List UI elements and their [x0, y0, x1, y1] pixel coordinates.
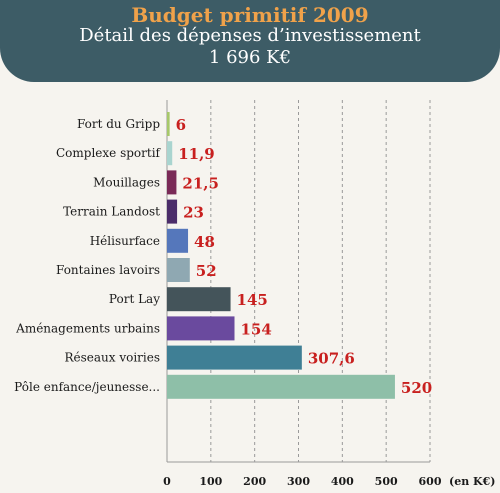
bars	[167, 112, 395, 399]
value-label: 48	[194, 233, 215, 251]
category-label: Hélisurface	[90, 234, 160, 248]
value-label: 23	[183, 204, 204, 222]
x-axis-unit-label: (en K€)	[449, 475, 495, 488]
bar	[167, 258, 190, 282]
value-label: 154	[241, 320, 272, 338]
bar	[167, 374, 395, 399]
category-label: Fontaines lavoirs	[56, 263, 160, 277]
bar	[167, 199, 178, 224]
bar	[167, 316, 235, 341]
x-tick-label: 300	[287, 475, 310, 488]
chart-title: Budget primitif 2009	[131, 3, 369, 27]
category-label: Pôle enfance/jeunesse...	[14, 380, 160, 394]
category-labels: Fort du Gripp Complexe sportif Mouillages T…	[14, 117, 161, 394]
bar	[167, 228, 189, 253]
category-label: Mouillages	[93, 175, 160, 189]
value-labels: 6 11,9 21,5 23 48 52 145 154 307,6 520	[176, 116, 433, 397]
x-tick-label: 600	[419, 475, 442, 488]
bar	[167, 287, 231, 312]
bar	[167, 345, 302, 370]
bar	[167, 170, 177, 195]
x-tick-label: 400	[331, 475, 354, 488]
x-tick-label: 0	[163, 475, 171, 488]
category-label: Fort du Gripp	[77, 117, 160, 131]
value-label: 21,5	[182, 174, 219, 192]
value-label: 520	[401, 379, 432, 397]
category-label: Port Lay	[109, 292, 160, 306]
category-label: Réseaux voiries	[64, 351, 160, 365]
value-label: 145	[237, 291, 268, 309]
category-label: Terrain Landost	[63, 205, 160, 219]
chart-subtitle: Détail des dépenses d’investissement	[79, 25, 421, 46]
value-label: 6	[176, 116, 186, 134]
value-label: 11,9	[178, 145, 215, 163]
bar	[167, 141, 173, 166]
x-axis-ticks: 0 100 200 300 400 500 600	[163, 475, 442, 488]
x-tick-label: 100	[199, 475, 222, 488]
chart-total: 1 696 K€	[208, 47, 292, 68]
x-tick-label: 200	[243, 475, 266, 488]
x-tick-label: 500	[375, 475, 398, 488]
category-label: Aménagements urbains	[15, 321, 160, 335]
category-label: Complexe sportif	[56, 146, 162, 160]
chart-header: Budget primitif 2009 Détail des dépenses…	[0, 0, 500, 82]
value-label: 307,6	[308, 350, 355, 368]
value-label: 52	[196, 262, 217, 280]
bar	[167, 112, 170, 136]
